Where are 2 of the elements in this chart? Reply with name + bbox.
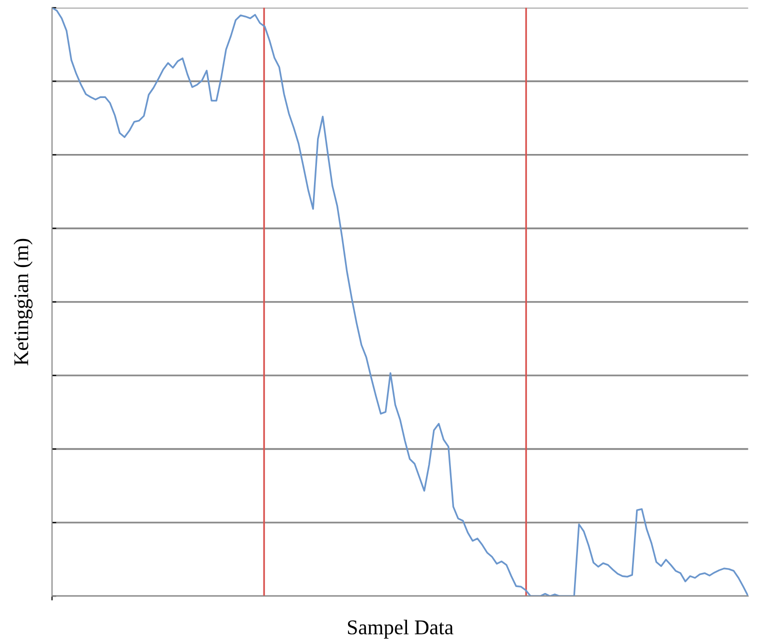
y-axis-title: Ketinggian (m) (14, 238, 33, 366)
x-axis-title: Sampel Data (348, 620, 454, 639)
